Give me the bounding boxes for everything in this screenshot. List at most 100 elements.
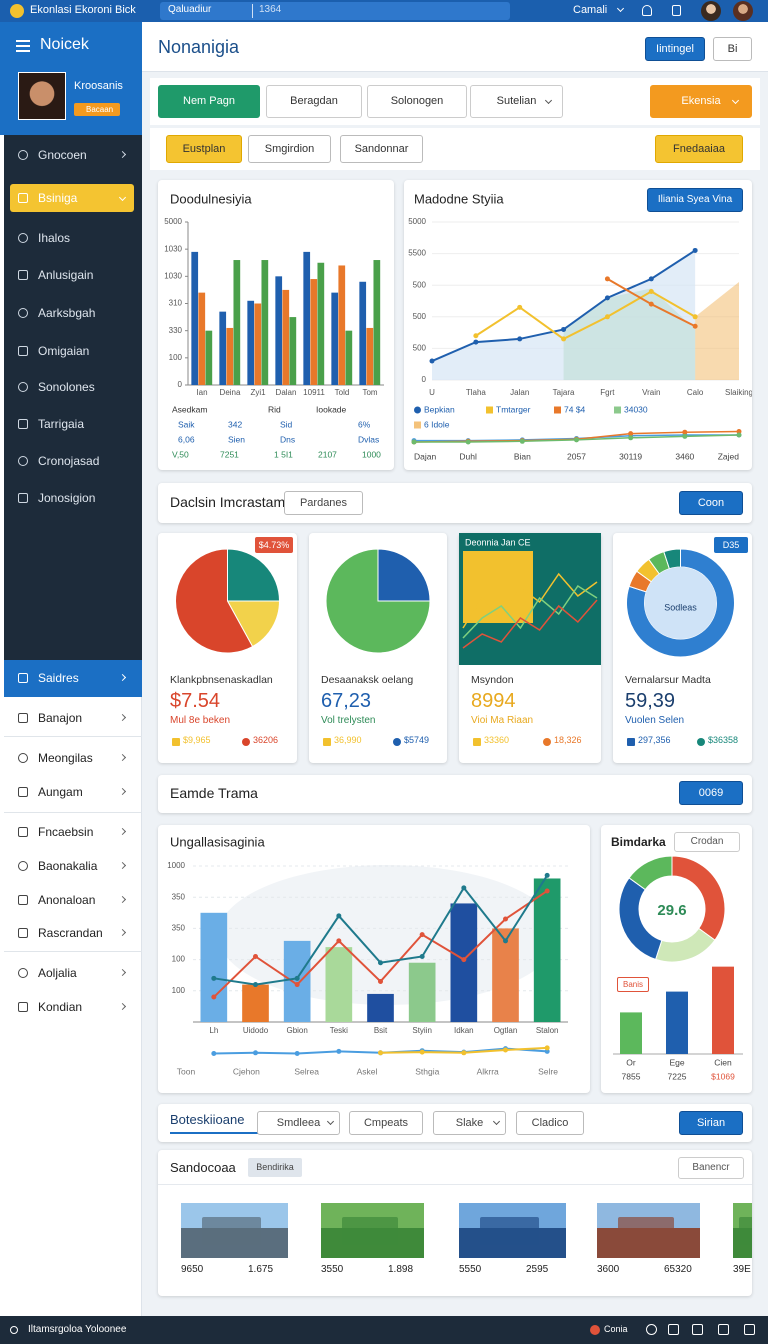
menu-item[interactable]: Banajon (38, 711, 83, 725)
gallery-image[interactable] (321, 1203, 424, 1258)
slice (325, 548, 431, 654)
footer-icon[interactable] (744, 1324, 755, 1335)
button[interactable]: Pardanes (284, 491, 363, 515)
gallery-image[interactable] (597, 1203, 700, 1258)
footer-icon[interactable] (692, 1324, 703, 1335)
gallery-image[interactable] (459, 1203, 566, 1258)
menu-item[interactable]: Rascrandan (38, 926, 103, 940)
menu-icon[interactable] (16, 50, 30, 52)
menu-item[interactable]: Tarrigaia (38, 417, 85, 431)
menu-item[interactable]: Baonakalia (38, 859, 98, 873)
menu-item[interactable]: Ihalos (38, 231, 71, 245)
avatar[interactable] (701, 1, 721, 21)
x-tick-label: Deina (220, 388, 241, 397)
legend-text: V,50 (172, 449, 189, 459)
bar (289, 317, 297, 385)
point (294, 975, 300, 981)
gallery-image[interactable] (733, 1203, 752, 1258)
button[interactable]: Banencr (678, 1157, 744, 1179)
menu-item[interactable]: Cronojasad (38, 454, 100, 468)
legend-text: 1000 (362, 449, 381, 459)
button[interactable]: Coon (679, 491, 743, 515)
card-sub: Vuolen Selen (625, 715, 685, 726)
menu-icon[interactable] (16, 45, 30, 47)
legend-text: 6% (358, 419, 371, 429)
point (211, 1051, 217, 1056)
menu-item[interactable]: Anlusigain (38, 268, 94, 282)
button[interactable]: Ekensia (650, 85, 752, 118)
button[interactable]: Beragdan (266, 85, 362, 118)
y-tick-label: 5000 (408, 217, 426, 226)
settings-icon[interactable] (672, 5, 681, 16)
point (604, 276, 610, 282)
menu-icon (18, 968, 28, 978)
button[interactable]: 0069 (679, 781, 743, 805)
button[interactable]: Eustplan (166, 135, 242, 163)
legend-text: 297,356 (638, 735, 671, 745)
button[interactable]: Iliania Syea Vina (647, 188, 743, 212)
point (628, 431, 634, 437)
menu-item[interactable]: Meongilas (38, 751, 93, 765)
menu-item[interactable]: Fncaebsin (38, 825, 94, 839)
image-shape (739, 1217, 752, 1245)
button[interactable]: Cladico (516, 1111, 584, 1135)
menu-item[interactable]: Aoljalia (38, 966, 77, 980)
button[interactable]: Fnedaaiaa (655, 135, 743, 163)
button[interactable]: Smgirdion (248, 135, 331, 163)
button[interactable]: Sirian (679, 1111, 743, 1135)
legend-swatch (414, 421, 421, 429)
legend-swatch (323, 738, 331, 746)
button[interactable]: Smdleea (257, 1111, 340, 1135)
point (628, 435, 634, 441)
image-caption: 3550 (321, 1264, 344, 1275)
legend-text: Dvlas (358, 434, 379, 444)
button[interactable]: Slake (433, 1111, 506, 1135)
bar (303, 251, 311, 385)
x-tick-label: Jalan (510, 388, 529, 397)
slice (671, 855, 726, 941)
button[interactable]: Sandonnar (340, 135, 423, 163)
button[interactable]: Crodan (674, 832, 740, 852)
button[interactable]: Iintingel (645, 37, 705, 61)
y-tick-label: 5000 (164, 217, 182, 226)
menu-item[interactable]: Kondian (38, 1000, 83, 1014)
menu-item[interactable]: Sonolones (38, 380, 95, 394)
y-tick-label: 500 (413, 344, 427, 353)
button[interactable]: Bi (713, 37, 752, 61)
legend-text: Saik (178, 419, 195, 429)
button[interactable]: Sutelian (470, 85, 563, 118)
footer-icon[interactable] (718, 1324, 729, 1335)
menu-item[interactable]: Gnocoen (38, 148, 87, 162)
gallery-image[interactable] (181, 1203, 288, 1258)
menu-item[interactable]: Aungam (38, 785, 83, 799)
menu-item[interactable]: Omigaian (38, 344, 90, 358)
bar (492, 928, 519, 1022)
legend-swatch (414, 406, 421, 414)
menu-icon[interactable] (16, 40, 30, 42)
menu-item[interactable]: Jonosigion (38, 491, 96, 505)
point (517, 304, 523, 310)
footer-icon[interactable] (668, 1324, 679, 1335)
y-tick-label: 1030 (164, 244, 182, 253)
area (695, 282, 739, 380)
button[interactable]: Cmpeats (349, 1111, 423, 1135)
user-menu[interactable]: Camali (573, 4, 608, 16)
legend-swatch (554, 406, 561, 414)
button[interactable]: Solonogen (367, 85, 467, 118)
point (692, 323, 698, 329)
search-box[interactable]: Qaluadiur 1364 (160, 2, 510, 20)
badge: D35 (714, 537, 748, 553)
menu-item[interactable]: Saidres (38, 671, 79, 685)
button[interactable]: Nem Pagn (158, 85, 260, 118)
menu-item[interactable]: Aarksbgah (38, 306, 96, 320)
legend-swatch (543, 738, 551, 746)
footer-icon[interactable] (646, 1324, 657, 1335)
x-tick-label: U (429, 388, 435, 397)
card: Bimdarka 29.6 Or 7855 Ege 7225 Cien $1069 Crodan… (601, 825, 752, 1093)
line (462, 584, 598, 639)
notification-icon[interactable] (642, 5, 652, 16)
menu-item[interactable]: Anonaloan (38, 893, 96, 907)
menu-item[interactable]: Bsiniga (38, 191, 78, 205)
avatar[interactable] (733, 1, 753, 21)
app-name: Ekonlasi Ekoroni Bick (30, 4, 136, 16)
